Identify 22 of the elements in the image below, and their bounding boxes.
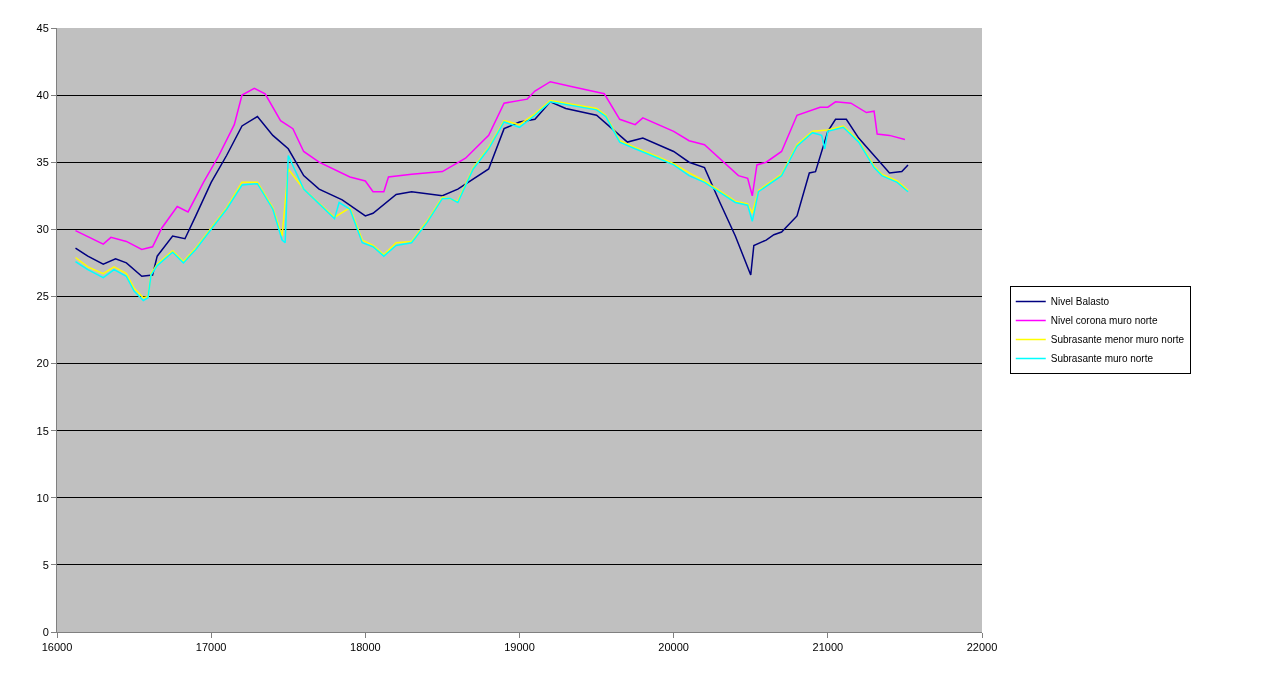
- y-tick-label: 5: [42, 558, 49, 571]
- x-tick-label: 20000: [658, 641, 689, 654]
- y-tick-label: 40: [36, 88, 49, 101]
- y-tick-label: 15: [36, 424, 49, 437]
- legend-label: Subrasante muro norte: [1050, 353, 1154, 365]
- y-tick-label: 30: [36, 223, 49, 236]
- y-tick-label: 35: [36, 156, 49, 169]
- x-tick-label: 19000: [504, 641, 535, 654]
- legend-label: Subrasante menor muro norte: [1050, 334, 1185, 346]
- x-tick-label: 22000: [966, 641, 998, 654]
- legend-label: Nivel corona muro norte: [1050, 315, 1158, 327]
- x-tick-label: 21000: [812, 641, 844, 654]
- x-tick-label: 16000: [41, 641, 73, 654]
- y-tick-label: 20: [36, 357, 49, 370]
- y-tick-label: 0: [42, 625, 49, 638]
- x-tick-label: 18000: [350, 641, 381, 654]
- x-tick-label: 17000: [195, 641, 227, 654]
- y-tick-label: 25: [36, 290, 49, 303]
- line-series: [74, 80, 906, 251]
- y-tick-label: 10: [36, 491, 49, 504]
- legend-label: Nivel Balasto: [1050, 296, 1110, 308]
- y-tick-label: 45: [36, 21, 49, 34]
